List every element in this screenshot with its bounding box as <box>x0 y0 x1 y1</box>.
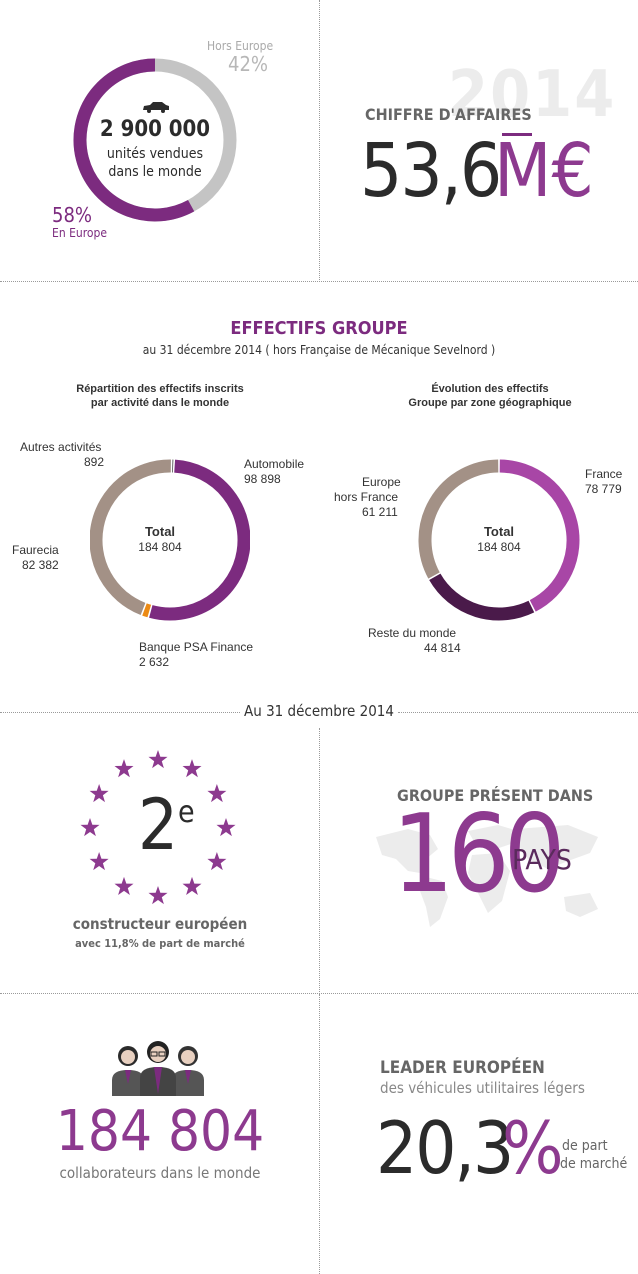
label-france: France <box>585 467 623 481</box>
units-line-2: dans le monde <box>108 164 202 180</box>
label-europe-1: Europe <box>362 475 401 489</box>
revenue-title: CHIFFRE D'AFFAIRES <box>365 105 532 124</box>
divider-horizontal-1 <box>0 281 638 282</box>
value-banque: 2 632 <box>139 655 170 669</box>
right-total-value: 184 804 <box>477 540 521 554</box>
star-icon <box>207 852 227 871</box>
slice-automobile <box>149 459 250 621</box>
collaborateurs-label: collaborateurs dans le monde <box>59 1164 261 1182</box>
label-faurecia: Faurecia <box>12 543 59 557</box>
star-icon <box>182 876 202 895</box>
star-icon <box>207 784 227 803</box>
presence-title: GROUPE PRÉSENT DANS <box>397 786 594 805</box>
label-automobile: Automobile <box>244 457 305 471</box>
sales-donut-chart <box>73 58 237 222</box>
revenue-unit-bar <box>502 133 532 136</box>
value-automobile: 98 898 <box>244 472 281 486</box>
revenue-year: 2014 <box>448 58 617 132</box>
leader-subtitle: des véhicules utilitaires légers <box>380 1079 585 1097</box>
constructeur-line-2: avec 11,8% de part de marché <box>75 937 245 950</box>
people-icon <box>112 1041 204 1096</box>
leader-pct: % <box>502 1106 564 1190</box>
effectifs-activite-chart <box>90 459 250 621</box>
star-icon <box>114 759 134 778</box>
value-europe: 61 211 <box>362 505 398 519</box>
europe-pct: 58% <box>52 203 92 227</box>
divider-horizontal-3 <box>0 993 638 994</box>
star-icon <box>114 876 134 895</box>
leader-value: 20,3 <box>376 1106 514 1190</box>
left-total-label: Total <box>144 524 176 539</box>
value-autres: 892 <box>84 455 105 469</box>
star-icon <box>148 750 168 769</box>
star-icon <box>182 759 202 778</box>
left-total-value: 184 804 <box>138 540 182 554</box>
sales-ring-europe <box>73 58 195 222</box>
right-chart-title-1: Évolution des effectifs <box>431 383 549 395</box>
divider-vertical-bottom <box>319 994 320 1274</box>
left-chart-title-2: par activité dans le monde <box>90 397 230 409</box>
slice-europe-hors-france <box>418 459 499 579</box>
leader-suffix-1: de part <box>562 1138 608 1154</box>
divider-vertical-top <box>319 0 320 280</box>
value-reste: 44 814 <box>424 641 461 655</box>
slice-faurecia <box>90 459 171 615</box>
effectifs-title: EFFECTIFS GROUPE <box>230 318 408 339</box>
effectifs-zone-chart <box>418 459 580 621</box>
label-banque: Banque PSA Finance <box>139 640 254 654</box>
units-line-1: unités vendues <box>106 146 204 162</box>
europe-label: En Europe <box>52 226 108 240</box>
slice-reste-du-monde <box>429 573 535 621</box>
divider-horizontal-2b <box>398 712 638 713</box>
star-icon <box>148 886 168 905</box>
label-europe-2: hors France <box>334 490 399 504</box>
car-icon <box>143 102 169 113</box>
revenue-unit: M€ <box>494 128 594 214</box>
leader-title: LEADER EUROPÉEN <box>380 1058 545 1078</box>
presence-number: 160 <box>392 792 565 917</box>
eu-stars-ring <box>80 750 236 905</box>
star-icon <box>89 852 109 871</box>
divider-vertical-mid <box>319 728 320 992</box>
value-france: 78 779 <box>585 482 622 496</box>
rank-suffix: e <box>178 795 195 830</box>
star-icon <box>89 784 109 803</box>
label-autres: Autres activités <box>20 440 102 454</box>
hors-europe-pct: 42% <box>228 52 268 76</box>
slice-banque-psa-finance <box>142 603 152 618</box>
units-value: 2 900 000 <box>99 117 211 142</box>
constructeur-line-1: constructeur européen <box>72 915 248 933</box>
divider-horizontal-2a <box>0 712 240 713</box>
star-icon <box>80 818 100 837</box>
label-reste: Reste du monde <box>368 626 457 640</box>
presence-unit: PAYS <box>512 843 572 876</box>
hors-europe-label: Hors Europe <box>207 39 274 53</box>
date-divider-label: Au 31 décembre 2014 <box>244 702 394 720</box>
star-icon <box>216 818 236 837</box>
effectifs-subtitle: au 31 décembre 2014 ( hors Française de … <box>142 343 496 357</box>
left-chart-title-1: Répartition des effectifs inscrits <box>76 383 244 395</box>
revenue-value: 53,6 <box>360 128 502 214</box>
rank-number: 2 <box>138 784 179 866</box>
right-chart-title-2: Groupe par zone géographique <box>408 397 572 409</box>
world-map-icon <box>376 825 598 927</box>
leader-suffix-2: de marché <box>560 1156 628 1172</box>
collaborateurs-value: 184 804 <box>55 1099 265 1164</box>
value-faurecia: 82 382 <box>22 558 59 572</box>
right-total-label: Total <box>483 524 515 539</box>
slice-france <box>499 459 580 612</box>
